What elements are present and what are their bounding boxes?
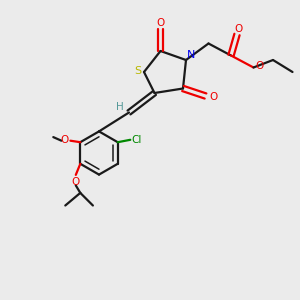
Text: Cl: Cl bbox=[132, 135, 142, 145]
Text: H: H bbox=[116, 102, 124, 112]
Text: O: O bbox=[209, 92, 217, 103]
Text: O: O bbox=[72, 177, 80, 187]
Text: S: S bbox=[134, 65, 141, 76]
Text: O: O bbox=[255, 61, 264, 71]
Text: O: O bbox=[156, 17, 165, 28]
Text: N: N bbox=[187, 50, 196, 61]
Text: O: O bbox=[234, 23, 243, 34]
Text: O: O bbox=[61, 135, 69, 145]
